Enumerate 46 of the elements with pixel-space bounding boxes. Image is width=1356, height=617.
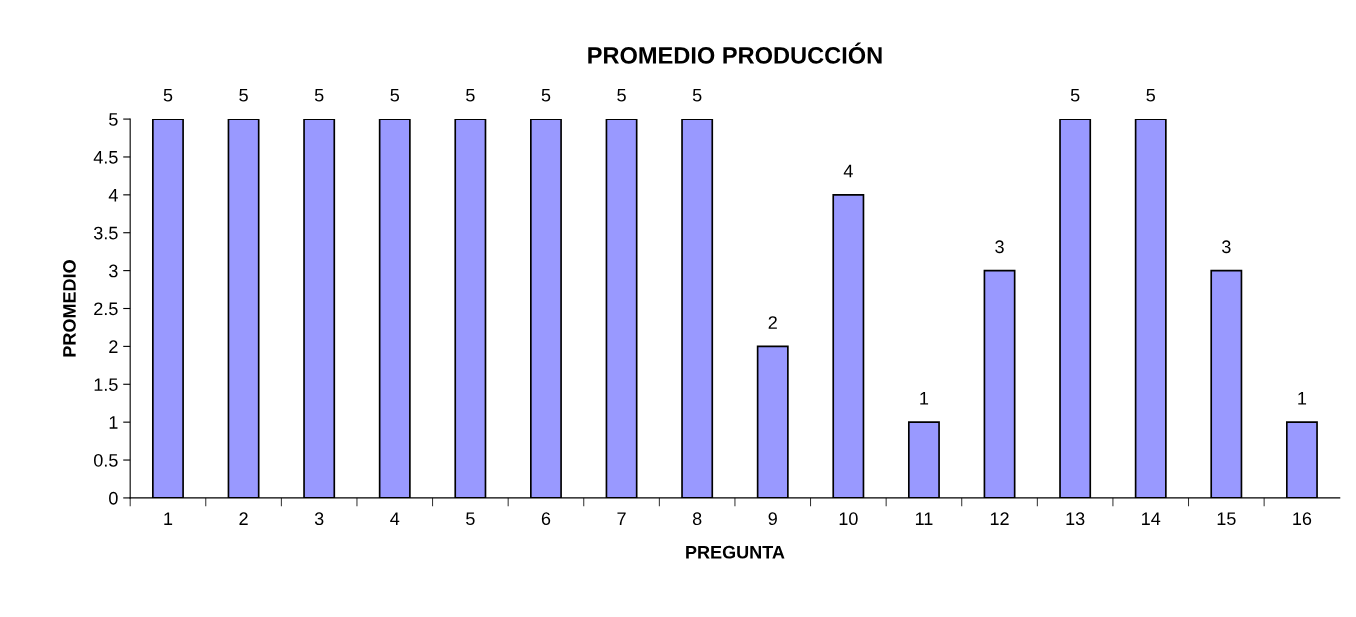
- data-label: 1: [920, 392, 929, 405]
- y-tick-label: 0: [109, 491, 118, 505]
- y-tick-label: 3: [109, 264, 118, 278]
- data-label: 5: [617, 89, 626, 102]
- data-label: 3: [995, 240, 1004, 254]
- y-tick-label: 5: [109, 113, 118, 126]
- x-axis-title: PREGUNTA: [686, 545, 785, 559]
- data-label: 5: [541, 89, 551, 102]
- x-tick-label: 7: [617, 512, 626, 525]
- data-label: 1: [1298, 392, 1307, 405]
- data-label: 5: [692, 89, 702, 102]
- data-label: 5: [314, 89, 324, 102]
- x-tick-label: 16: [1293, 512, 1312, 526]
- y-tick-label: 3.5: [93, 226, 118, 240]
- data-label: 5: [239, 89, 248, 102]
- y-tick-label: 1.5: [94, 378, 118, 391]
- x-tick-label: 12: [990, 512, 1009, 525]
- x-tick-label: 10: [839, 512, 858, 526]
- data-label: 4: [843, 164, 853, 178]
- y-axis-title: PROMEDIO: [63, 260, 76, 357]
- data-label: 5: [1146, 89, 1155, 102]
- x-tick-label: 9: [768, 512, 777, 526]
- x-tick-label: 3: [314, 512, 324, 526]
- y-tick-label: 2: [109, 340, 118, 353]
- x-tick-label: 8: [692, 512, 702, 526]
- x-tick-label: 1: [164, 512, 173, 525]
- chart-title: PROMEDIO PRODUCCIÓN: [588, 42, 882, 64]
- x-tick-label: 14: [1142, 512, 1161, 525]
- x-tick-label: 6: [541, 512, 551, 526]
- x-tick-label: 2: [239, 512, 248, 525]
- y-tick-label: 2.5: [94, 302, 118, 316]
- data-label: 5: [466, 89, 475, 102]
- x-tick-label: 5: [466, 512, 475, 526]
- data-label: 5: [1070, 89, 1080, 102]
- y-tick-label: 0.5: [93, 453, 118, 467]
- data-label: 3: [1222, 240, 1231, 254]
- y-tick-label: 1: [109, 416, 118, 429]
- x-tick-label: 15: [1217, 512, 1236, 526]
- y-tick-label: 4: [108, 188, 118, 202]
- data-label: 5: [390, 89, 400, 102]
- data-label: 2: [768, 316, 777, 329]
- x-tick-label: 11: [915, 512, 933, 525]
- x-tick-label: 13: [1066, 512, 1085, 526]
- x-tick-label: 4: [390, 512, 400, 525]
- y-tick-label: 4.5: [93, 151, 118, 164]
- data-label: 5: [163, 89, 173, 102]
